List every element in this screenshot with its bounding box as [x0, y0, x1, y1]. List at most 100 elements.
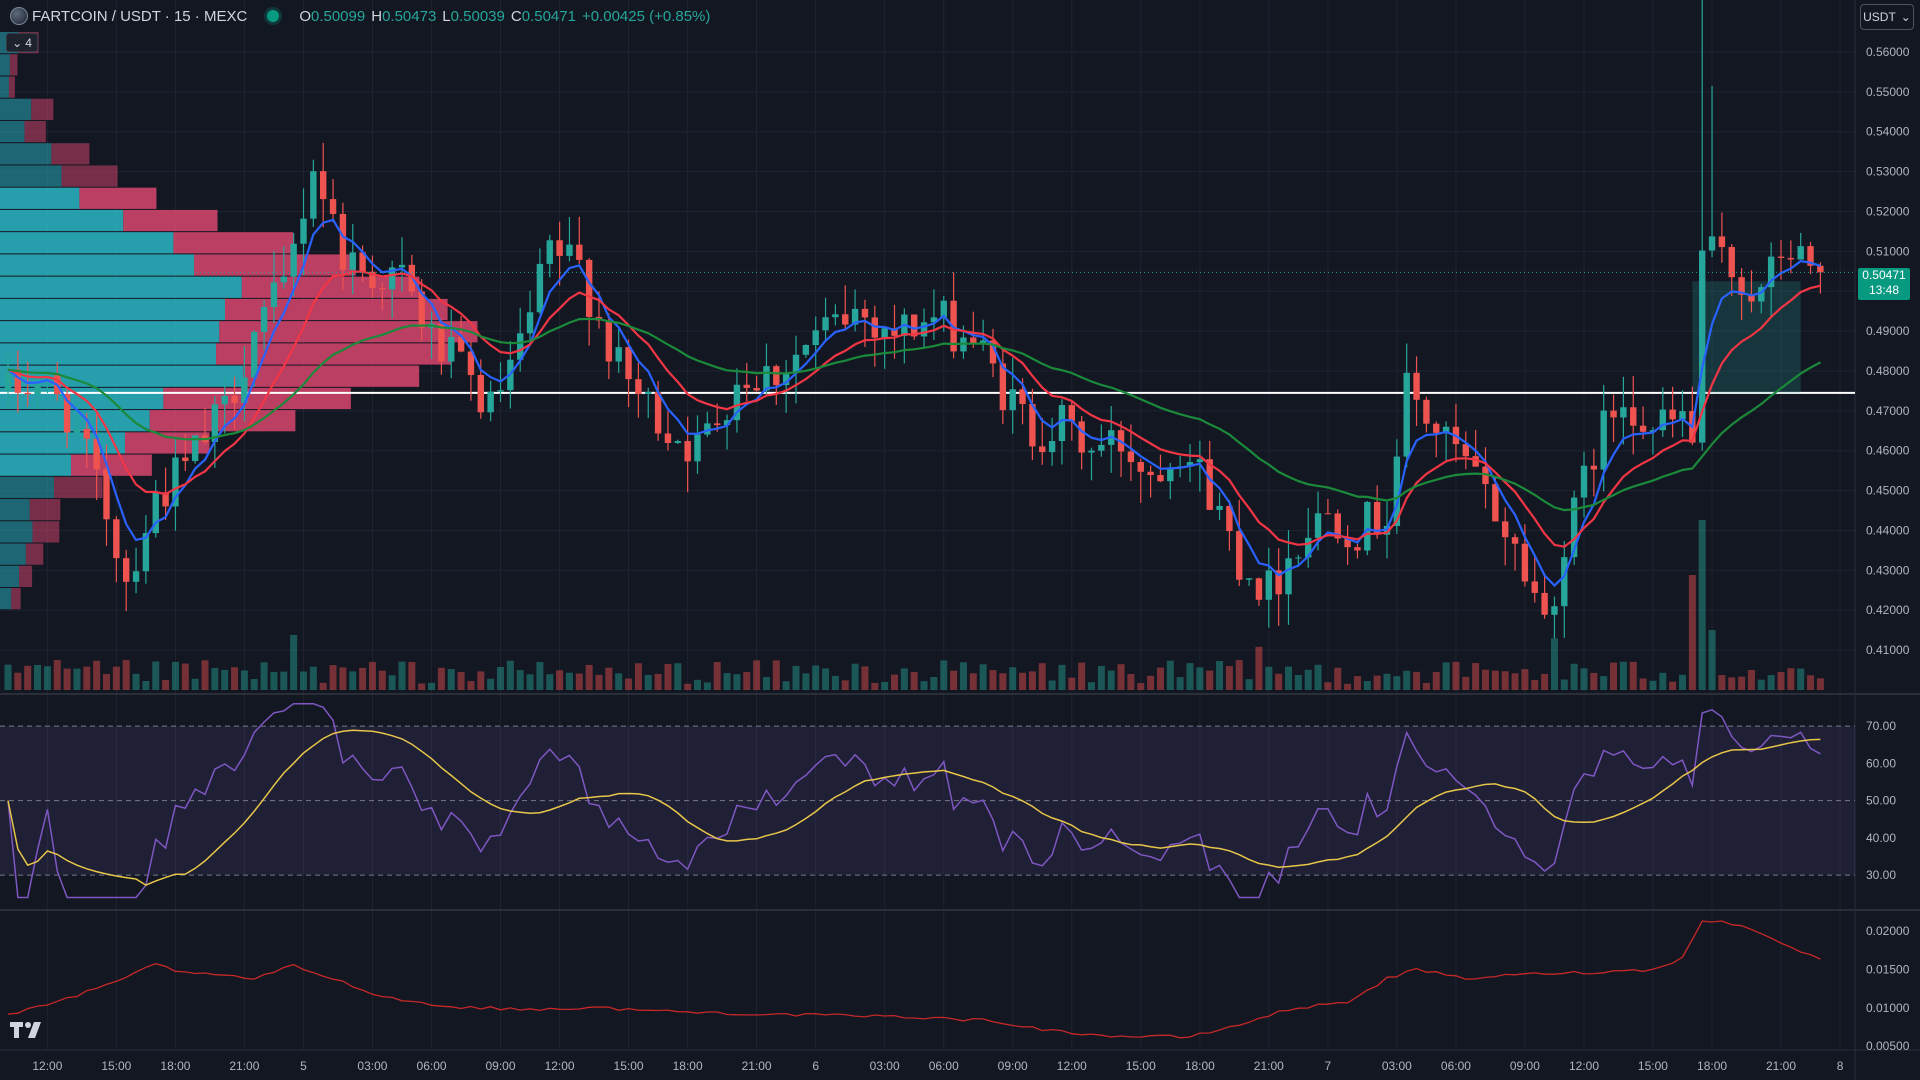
- candle-body: [1442, 426, 1450, 433]
- volume-profile-up-bar: [0, 588, 12, 610]
- rsi-tick-label: 70.00: [1866, 719, 1896, 733]
- volume-bar: [1669, 681, 1677, 690]
- candle-body: [379, 288, 386, 290]
- candle-body: [733, 384, 741, 421]
- time-tick-label: 06:00: [1441, 1059, 1471, 1073]
- candle-body: [1285, 558, 1292, 595]
- volume-bar: [1324, 682, 1332, 690]
- candle: [1728, 244, 1735, 297]
- volume-bar: [782, 681, 790, 690]
- candle-body: [753, 387, 760, 391]
- candle: [487, 380, 494, 422]
- candle: [723, 414, 731, 450]
- volume-profile-up-bar: [0, 209, 124, 232]
- volume-bar: [891, 674, 898, 690]
- volume-bar: [694, 679, 701, 690]
- candle: [704, 411, 711, 438]
- time-tick-label: 12:00: [545, 1059, 575, 1073]
- position-box: [1692, 281, 1801, 393]
- candle: [132, 547, 140, 594]
- candle: [1699, 0, 1706, 451]
- candle-body: [270, 282, 278, 307]
- volume-bar: [349, 671, 357, 690]
- candle-body: [1630, 407, 1637, 426]
- candle-body: [1767, 256, 1775, 288]
- candle: [782, 359, 790, 413]
- volume-bar: [300, 671, 307, 690]
- candle: [714, 403, 721, 432]
- candle: [1137, 458, 1144, 503]
- volume-bar: [526, 674, 534, 690]
- candle: [379, 282, 386, 311]
- chevron-down-icon: ⌄: [12, 35, 23, 50]
- volume-bar: [703, 682, 711, 690]
- volume-bar: [575, 673, 583, 690]
- volume-bar: [851, 663, 859, 690]
- volume-bar: [1058, 664, 1066, 690]
- volume-profile-up-bar: [0, 276, 242, 298]
- candle-body: [802, 344, 810, 355]
- candle-body: [635, 379, 642, 394]
- volume-bar: [142, 680, 150, 690]
- candle-body: [1511, 537, 1519, 544]
- candle-body: [782, 372, 790, 386]
- volume-profile-up-bar: [0, 521, 33, 543]
- volume-profile-up-bar: [0, 565, 19, 588]
- volume-profile-down-bar: [8, 76, 15, 98]
- candle-body: [1659, 409, 1666, 431]
- volume-bar: [447, 669, 455, 690]
- volume-bar: [625, 678, 633, 690]
- symbol-title[interactable]: FARTCOIN / USDT · 15 · MEXC: [32, 7, 248, 25]
- candle-body: [152, 492, 159, 534]
- volume-bar: [900, 668, 908, 690]
- volume-bar: [1649, 680, 1657, 690]
- volume-bar: [664, 663, 672, 690]
- candle-body: [1807, 246, 1814, 266]
- symbol-legend[interactable]: FARTCOIN / USDT · 15 · MEXC O 0.50099 H 0.…: [0, 0, 710, 32]
- low-value: 0.50039: [450, 7, 505, 25]
- candle-body: [103, 469, 110, 520]
- candle-body: [1196, 459, 1204, 463]
- candle: [418, 279, 425, 341]
- volume-bar: [487, 678, 495, 690]
- volume-profile-down-bar: [61, 165, 118, 187]
- volume-profile-down-bar: [123, 209, 218, 232]
- candle-body: [1216, 505, 1223, 510]
- candle-body: [1738, 277, 1745, 295]
- candle-body: [339, 213, 347, 270]
- indicators-collapse-button[interactable]: ⌄ 4: [6, 33, 38, 52]
- candle-body: [142, 533, 150, 572]
- tradingview-logo-icon[interactable]: [10, 1020, 46, 1040]
- price-tick-label: 0.46000: [1866, 444, 1910, 458]
- candle-body: [979, 340, 987, 344]
- market-status-icon[interactable]: [267, 10, 280, 22]
- volume-bar: [743, 672, 751, 690]
- volume-bar: [4, 664, 12, 690]
- currency-selector[interactable]: USDT ⌄: [1860, 4, 1914, 30]
- candle-body: [1531, 581, 1538, 593]
- candle-body: [34, 381, 41, 395]
- candle-body: [349, 252, 356, 270]
- volume-bar: [1757, 679, 1765, 690]
- candle-body: [1295, 557, 1302, 559]
- volume-bar: [250, 678, 258, 690]
- volume-bar: [260, 662, 268, 690]
- volume-profile-up-bar: [0, 343, 217, 365]
- candle-body: [576, 244, 583, 260]
- candle-body: [743, 384, 750, 388]
- candle: [1797, 232, 1804, 260]
- volume-bar: [53, 660, 61, 690]
- volume-bar: [546, 674, 554, 690]
- candle-body: [1482, 466, 1489, 485]
- volume-bar: [979, 664, 987, 690]
- volume-bar: [1275, 673, 1283, 690]
- candle: [1196, 440, 1204, 492]
- last-price-value: 0.50471: [1862, 268, 1906, 282]
- volume-bar: [1196, 667, 1204, 690]
- candle: [241, 346, 248, 422]
- candle-body: [526, 312, 534, 334]
- volume-profile-up-bar: [0, 54, 10, 76]
- candle-body: [477, 375, 484, 413]
- volume-bar: [270, 671, 278, 690]
